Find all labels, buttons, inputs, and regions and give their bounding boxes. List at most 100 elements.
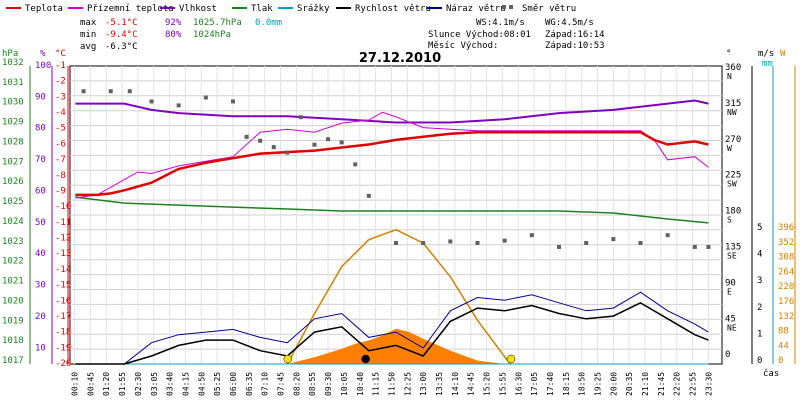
stat-avg-temp: -6.3°C	[105, 42, 138, 52]
temp-tick-label: -13	[55, 249, 71, 259]
wind-dir-point	[638, 241, 643, 246]
hpa-tick-label: 1032	[2, 58, 24, 68]
w-tick-label: 0	[778, 356, 783, 366]
wind-dir-point	[584, 241, 589, 246]
deg-axis-label: °	[726, 49, 731, 59]
w-axis-label: W	[780, 49, 786, 59]
time-tick-label: 07:45	[277, 372, 286, 396]
deg-tick-label: 90	[725, 278, 736, 288]
wind-dir-point	[285, 150, 290, 155]
wind-dir-point	[81, 89, 86, 94]
wind-gust-line	[75, 291, 709, 365]
stats-block: max -5.1°C 92% 1025.7hPa 0.0mm min -9.4°…	[80, 18, 282, 52]
wind-dir-point	[692, 244, 697, 249]
time-tick-label: 18:50	[578, 372, 587, 396]
legend-item-rychlost-vetru: Rychlost větru	[336, 4, 431, 14]
hpa-tick-label: 1025	[2, 197, 24, 207]
c-axis-label: °C	[55, 49, 66, 59]
time-tick-label: 06:35	[245, 372, 254, 396]
time-tick-label: 16:30	[514, 372, 523, 396]
hpa-tick-label: 1020	[2, 296, 24, 306]
deg-tick-label: 315	[725, 99, 741, 109]
moon-rise-info: Měsíc Východ:	[428, 41, 498, 51]
deg-tick-label: 0	[725, 350, 730, 360]
wind-dir-point	[706, 244, 711, 249]
ms-tick-label: 4	[757, 250, 762, 260]
temp-tick-label: -1	[55, 61, 66, 71]
sun-set-info: Západ:16:14	[545, 30, 605, 40]
deg-tick-label: 135	[725, 243, 741, 253]
time-tick-label: 22:20	[673, 372, 682, 396]
time-tick-label: 18:15	[562, 372, 571, 396]
legend-label: Teplota	[25, 4, 63, 14]
dir-tick-label: N	[727, 72, 732, 81]
stat-max-hum: 92%	[165, 18, 182, 28]
pct-tick-label: 80	[35, 124, 46, 134]
time-tick-label: 03:05	[150, 372, 159, 396]
legend-item-smer-vetru: Směr větru	[502, 4, 576, 14]
deg-tick-label: 180	[725, 207, 741, 217]
wind-dir-point	[176, 103, 181, 108]
stat-avg-label: avg	[80, 42, 96, 52]
temp-tick-label: -9	[55, 186, 66, 196]
ms-axis-label: m/s	[758, 49, 774, 59]
hpa-tick-label: 1026	[2, 177, 24, 187]
dir-tick-label: S	[727, 216, 732, 225]
deg-tick-label: 270	[725, 135, 741, 145]
pct-axis-label: %	[40, 49, 46, 59]
temp-tick-label: -18	[55, 328, 71, 338]
wind-dir-point	[203, 95, 208, 100]
time-tick-label: 00:10	[71, 372, 80, 396]
humidity-line	[75, 99, 709, 124]
mm-axis-label: mm	[762, 59, 773, 69]
hpa-tick-label: 1027	[2, 157, 24, 167]
temp-tick-label: -7	[55, 155, 66, 165]
dir-tick-label: W	[727, 144, 732, 153]
hpa-tick-label: 1017	[2, 356, 24, 366]
chart-title: 27.12.2010	[359, 51, 441, 66]
hpa-tick-label: 1031	[2, 78, 24, 88]
w-tick-label: 396	[778, 223, 794, 233]
wind-dir-point	[557, 244, 561, 249]
wind-dir-point	[502, 238, 507, 243]
temperature-line	[75, 130, 709, 197]
wind-dir-point	[326, 137, 331, 142]
legend: Teplota Přízemní teplota Vlhkost Tlak Sr…	[6, 4, 576, 14]
stat-max-temp: -5.1°C	[105, 18, 138, 28]
time-tick-label: 21:10	[641, 372, 650, 396]
deg-tick-label: 225	[725, 171, 741, 181]
wind-gust-info: WG:4.5m/s	[545, 18, 594, 28]
time-tick-label: 20:35	[625, 372, 634, 396]
legend-item-prizemni-teplota: Přízemní teplota	[68, 4, 174, 14]
time-tick-label: 09:30	[324, 372, 333, 396]
wind-dir-point	[339, 140, 344, 145]
hpa-tick-label: 1021	[2, 277, 24, 287]
wind-dir-point	[312, 142, 317, 147]
time-tick-label: 03:40	[166, 372, 175, 396]
temp-tick-label: -5	[55, 124, 66, 134]
temp-tick-label: -6	[55, 139, 66, 149]
time-tick-label: 00:45	[86, 372, 95, 396]
pct-tick-label: 30	[35, 281, 46, 291]
w-tick-label: 264	[778, 267, 794, 277]
moon-set-info: Západ:10:53	[545, 41, 605, 51]
hpa-axis-label: hPa	[2, 49, 18, 59]
time-tick-label: 13:00	[419, 372, 428, 396]
ms-tick-label: 3	[757, 276, 762, 286]
wind-dir-point	[127, 89, 132, 94]
wind-speed-line	[75, 301, 709, 365]
pct-tick-label: 10	[35, 343, 46, 353]
legend-label: Tlak	[251, 4, 273, 14]
time-axis-label: čas	[763, 368, 779, 379]
temp-tick-label: -14	[55, 265, 71, 275]
w-tick-label: 220	[778, 282, 794, 292]
temp-tick-label: -12	[55, 234, 71, 244]
deg-tick-label: 45	[725, 314, 736, 324]
temp-tick-label: -20	[55, 359, 71, 369]
hpa-tick-label: 1018	[2, 336, 24, 346]
time-tick-label: 17:40	[546, 372, 555, 396]
temp-tick-label: -19	[55, 343, 71, 353]
stat-min-temp: -9.4°C	[105, 30, 138, 40]
hpa-tick-label: 1030	[2, 98, 24, 108]
